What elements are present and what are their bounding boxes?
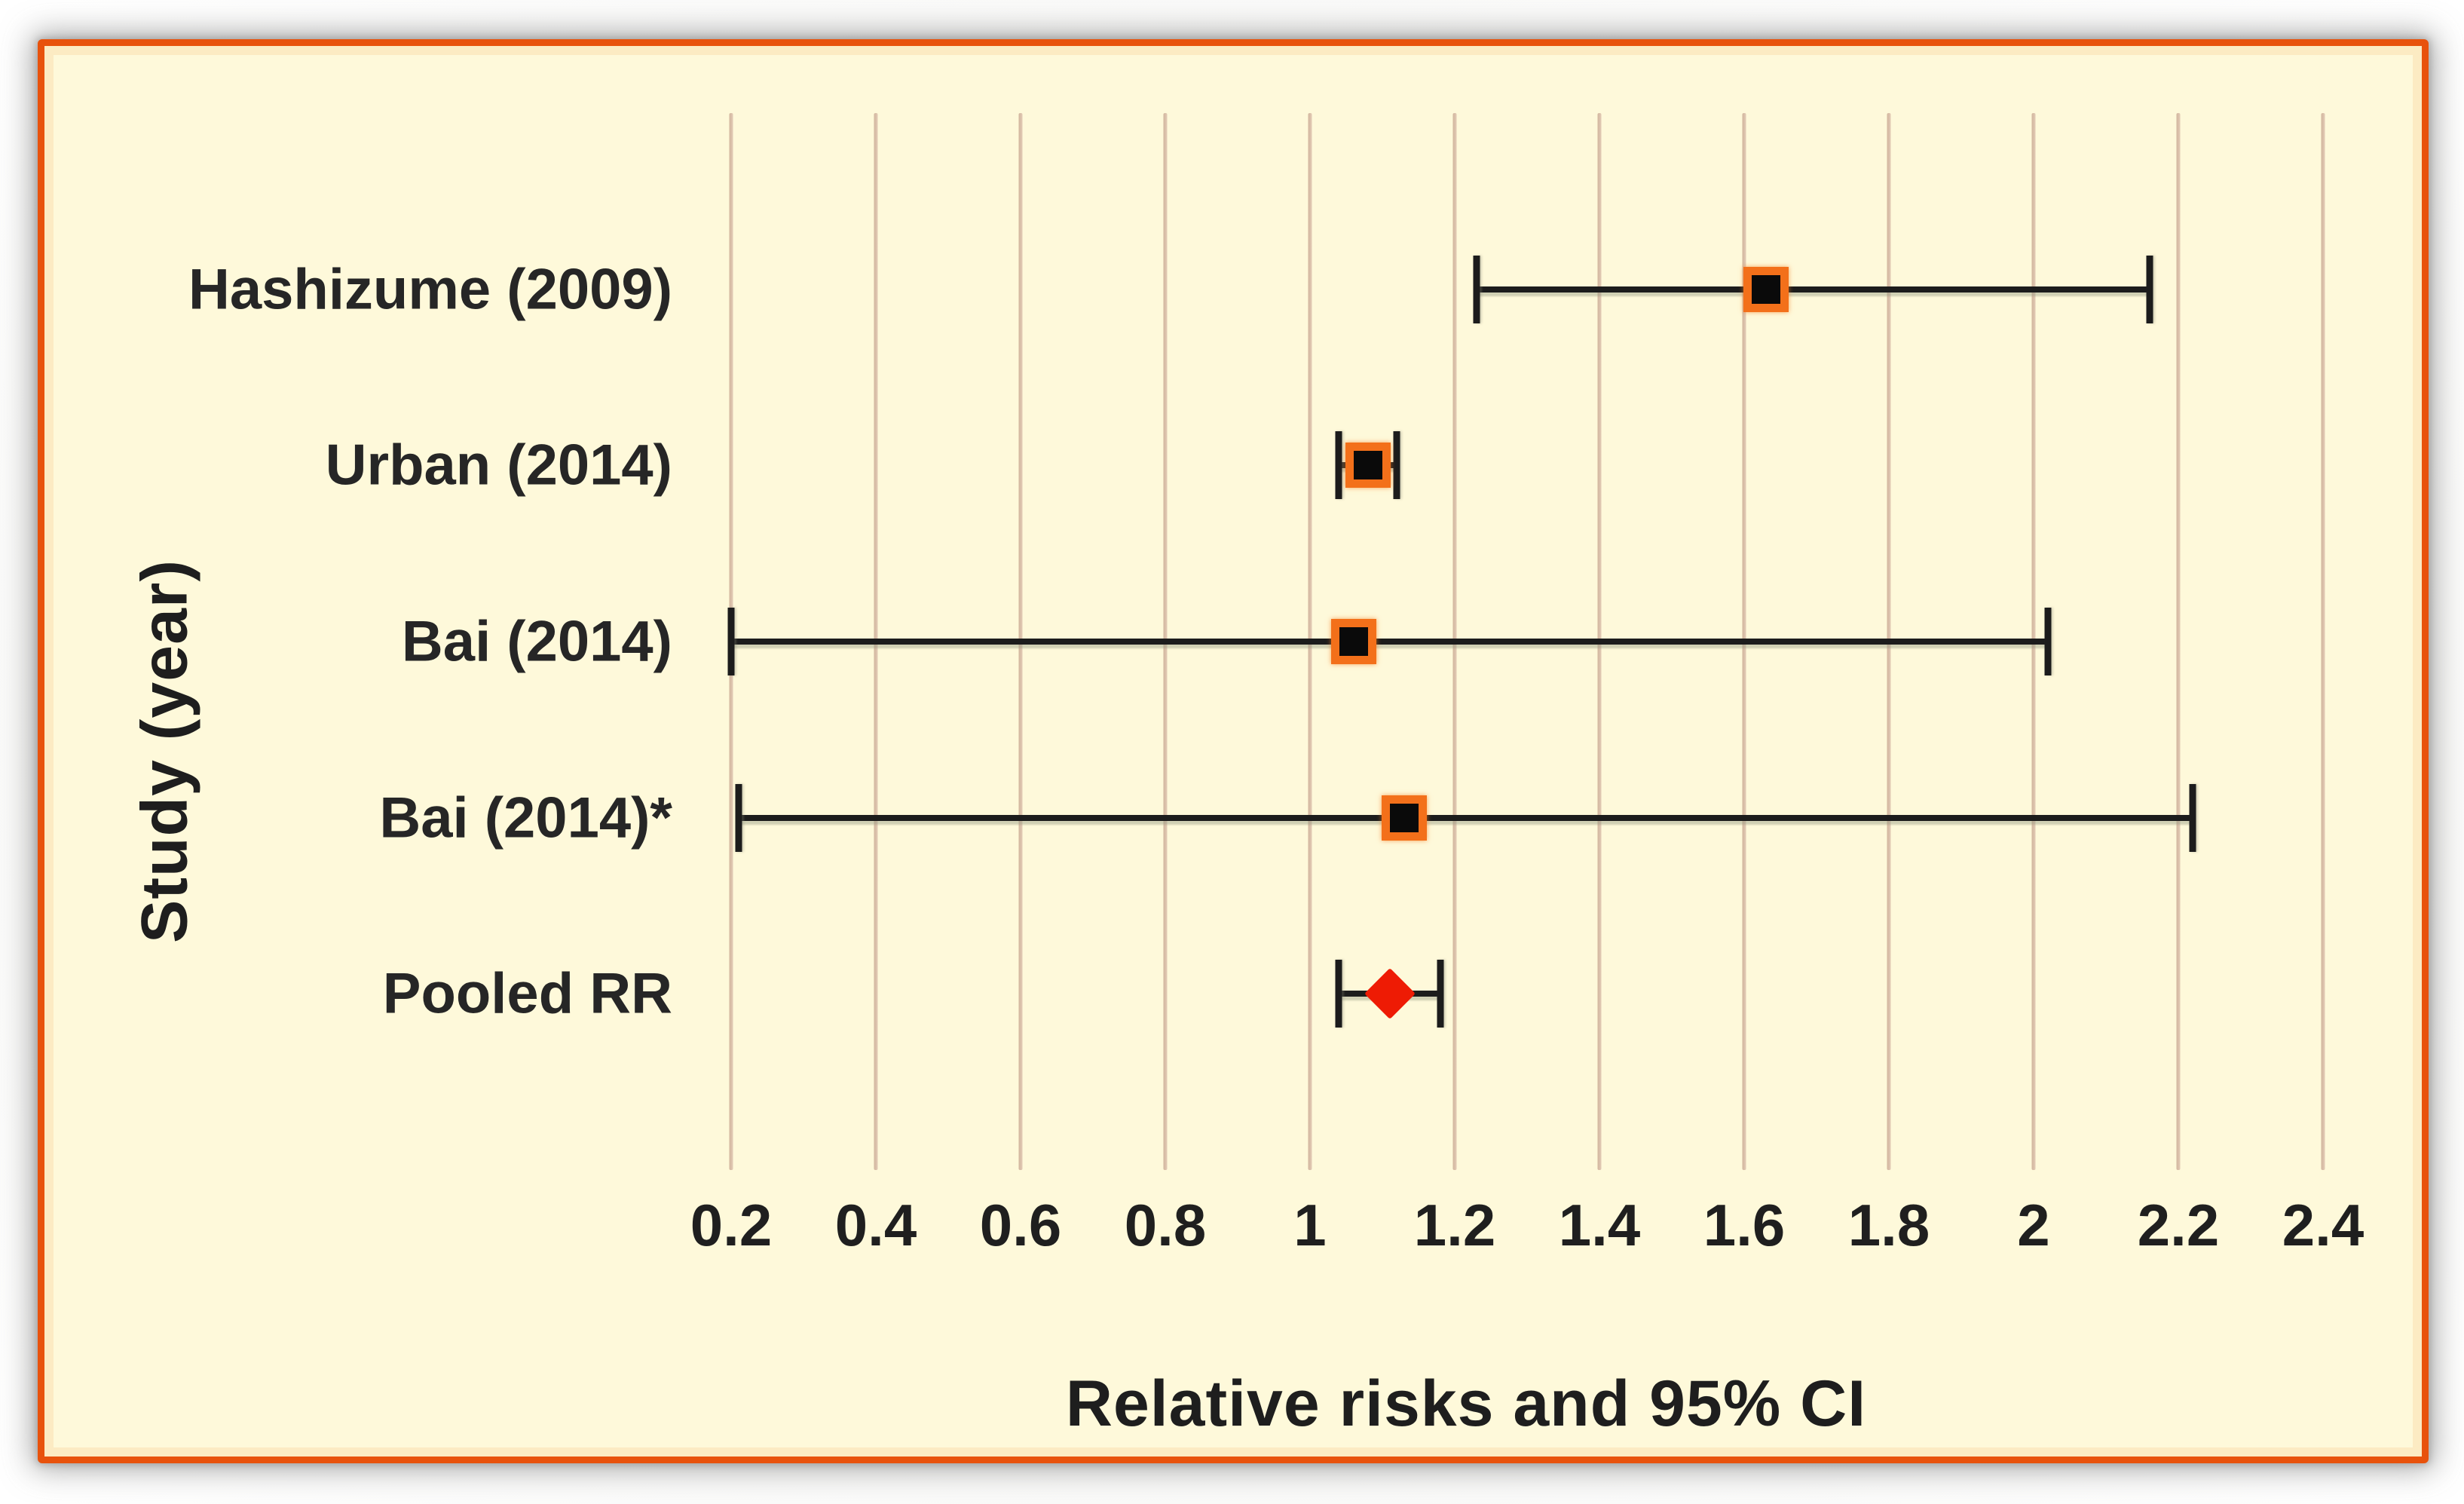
ci-end-cap	[2044, 608, 2052, 675]
x-tick-label: 0.6	[979, 1192, 1062, 1258]
ci-end-cap	[1393, 431, 1400, 500]
gridline	[2176, 113, 2181, 1170]
gridline	[2321, 113, 2325, 1170]
ci-end-cap	[2146, 255, 2153, 323]
x-tick-label: 0.8	[1124, 1192, 1207, 1258]
x-tick-label: 1.6	[1703, 1192, 1786, 1258]
ci-end-cap	[1335, 431, 1342, 500]
x-tick-label: 1.2	[1413, 1192, 1496, 1258]
study-square-marker	[1345, 443, 1391, 489]
ci-line	[1476, 286, 2150, 293]
x-tick-label: 0.4	[834, 1192, 917, 1258]
study-label: Urban (2014)	[325, 433, 672, 498]
x-tick-label: 0.2	[690, 1192, 773, 1258]
x-tick-label: 1.8	[1847, 1192, 1930, 1258]
x-tick-label: 1.4	[1558, 1192, 1641, 1258]
plot-area: 0.2 0.4 0.6 0.8 1 1.2 1.4 1.6 1.8 2 2.2 2.4 Hashizum…	[188, 113, 2364, 1258]
ci-end-cap	[727, 608, 735, 675]
pooled-diamond-marker	[1364, 968, 1416, 1020]
study-label: Pooled RR	[382, 961, 672, 1026]
ci-end-cap	[735, 783, 742, 852]
x-tick-label: 1	[1293, 1192, 1327, 1258]
study-square-marker	[1330, 619, 1376, 664]
study-label: Hashizume (2009)	[188, 257, 672, 322]
x-tick-label: 2	[2017, 1192, 2050, 1258]
plot-frame: Study (year) 0.2 0.4 0.6 0.8 1 1.2 1.4 1.6 1.8 2 2…	[38, 39, 2429, 1463]
ci-end-cap	[2189, 783, 2196, 852]
study-square-marker	[1381, 795, 1427, 841]
x-tick-label: 2.2	[2137, 1192, 2220, 1258]
ci-end-cap	[1473, 255, 1480, 323]
study-square-marker	[1743, 266, 1789, 312]
ci-end-cap	[1437, 960, 1444, 1028]
ci-line	[738, 814, 2193, 821]
x-axis-title: Relative risks and 95% CI	[1065, 1368, 1867, 1440]
study-label: Bai (2014)*	[379, 786, 672, 850]
study-label: Bai (2014)	[401, 609, 672, 674]
ci-end-cap	[1335, 960, 1342, 1028]
ci-line	[731, 639, 2049, 645]
x-tick-label: 2.4	[2282, 1192, 2365, 1258]
